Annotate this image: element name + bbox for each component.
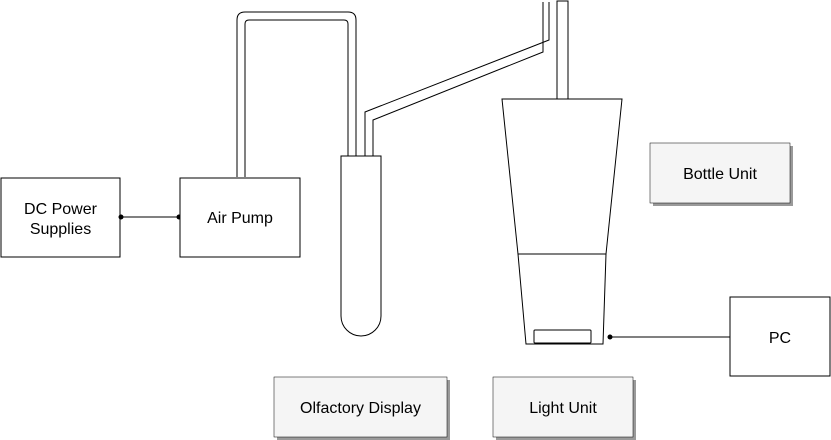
bottle-neck-tube	[556, 0, 569, 100]
bottle-unit-label-box: Bottle Unit	[649, 142, 793, 206]
power-connector	[118, 214, 182, 220]
air-pump-label: Air Pump	[207, 210, 273, 227]
olfactory-display-label: Olfactory Display	[300, 400, 421, 417]
bottle-body	[501, 98, 623, 255]
bottle-unit-label: Bottle Unit	[683, 166, 757, 183]
pc-connector	[607, 334, 730, 340]
pc-box: PC	[729, 296, 831, 377]
air-tube	[236, 11, 357, 177]
dc-power-label-line2: Supplies	[30, 221, 91, 238]
pc-label: PC	[769, 330, 791, 347]
dc-power-label-line1: DC Power	[24, 201, 98, 218]
air-pump-box: Air Pump	[179, 177, 301, 258]
light-unit-base	[517, 253, 607, 345]
olfactory-display-label-box: Olfactory Display	[273, 376, 450, 440]
light-unit-label: Light Unit	[529, 400, 597, 417]
dc-power-supplies-box: DC Power Supplies	[0, 177, 121, 258]
scent-tube	[364, 2, 550, 157]
light-source	[533, 329, 592, 344]
test-tube	[340, 155, 382, 337]
light-unit-label-box: Light Unit	[492, 376, 636, 440]
